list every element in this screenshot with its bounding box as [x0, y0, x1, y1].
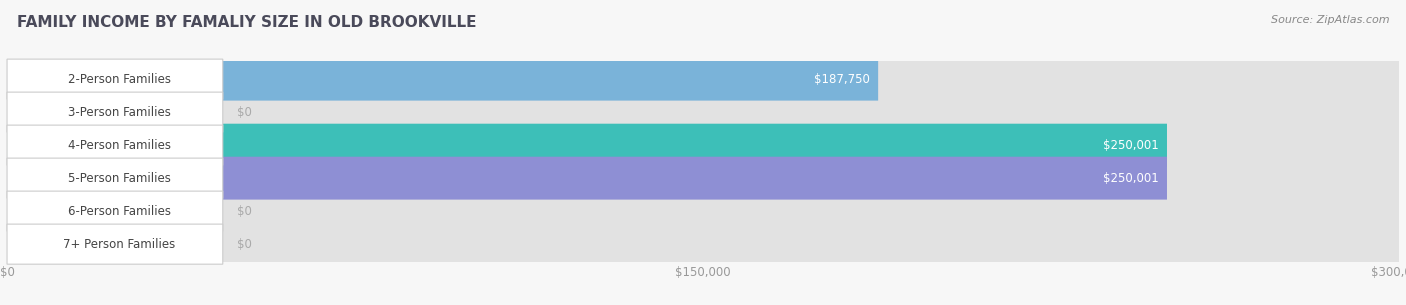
FancyBboxPatch shape	[7, 125, 222, 165]
FancyBboxPatch shape	[7, 191, 222, 231]
FancyBboxPatch shape	[7, 157, 1167, 199]
Text: Source: ZipAtlas.com: Source: ZipAtlas.com	[1271, 15, 1389, 25]
Text: 4-Person Families: 4-Person Families	[67, 139, 170, 152]
Text: 7+ Person Families: 7+ Person Families	[63, 238, 176, 251]
Text: $0: $0	[236, 238, 252, 251]
FancyBboxPatch shape	[7, 58, 1399, 101]
FancyBboxPatch shape	[7, 59, 222, 99]
FancyBboxPatch shape	[7, 124, 1399, 167]
FancyBboxPatch shape	[7, 158, 222, 198]
Text: 6-Person Families: 6-Person Families	[67, 205, 170, 218]
FancyBboxPatch shape	[7, 190, 1399, 233]
FancyBboxPatch shape	[7, 58, 879, 101]
FancyBboxPatch shape	[7, 157, 1399, 199]
Text: $187,750: $187,750	[814, 73, 870, 86]
FancyBboxPatch shape	[7, 223, 1399, 266]
Text: 5-Person Families: 5-Person Families	[67, 172, 170, 185]
Text: 2-Person Families: 2-Person Families	[67, 73, 170, 86]
Text: FAMILY INCOME BY FAMALIY SIZE IN OLD BROOKVILLE: FAMILY INCOME BY FAMALIY SIZE IN OLD BRO…	[17, 15, 477, 30]
FancyBboxPatch shape	[7, 92, 222, 132]
FancyBboxPatch shape	[7, 224, 222, 264]
Text: $250,001: $250,001	[1102, 139, 1159, 152]
Text: $250,001: $250,001	[1102, 172, 1159, 185]
FancyBboxPatch shape	[7, 91, 1399, 134]
Text: 3-Person Families: 3-Person Families	[67, 106, 170, 119]
Text: $0: $0	[236, 205, 252, 218]
Text: $0: $0	[236, 106, 252, 119]
FancyBboxPatch shape	[7, 124, 1167, 167]
